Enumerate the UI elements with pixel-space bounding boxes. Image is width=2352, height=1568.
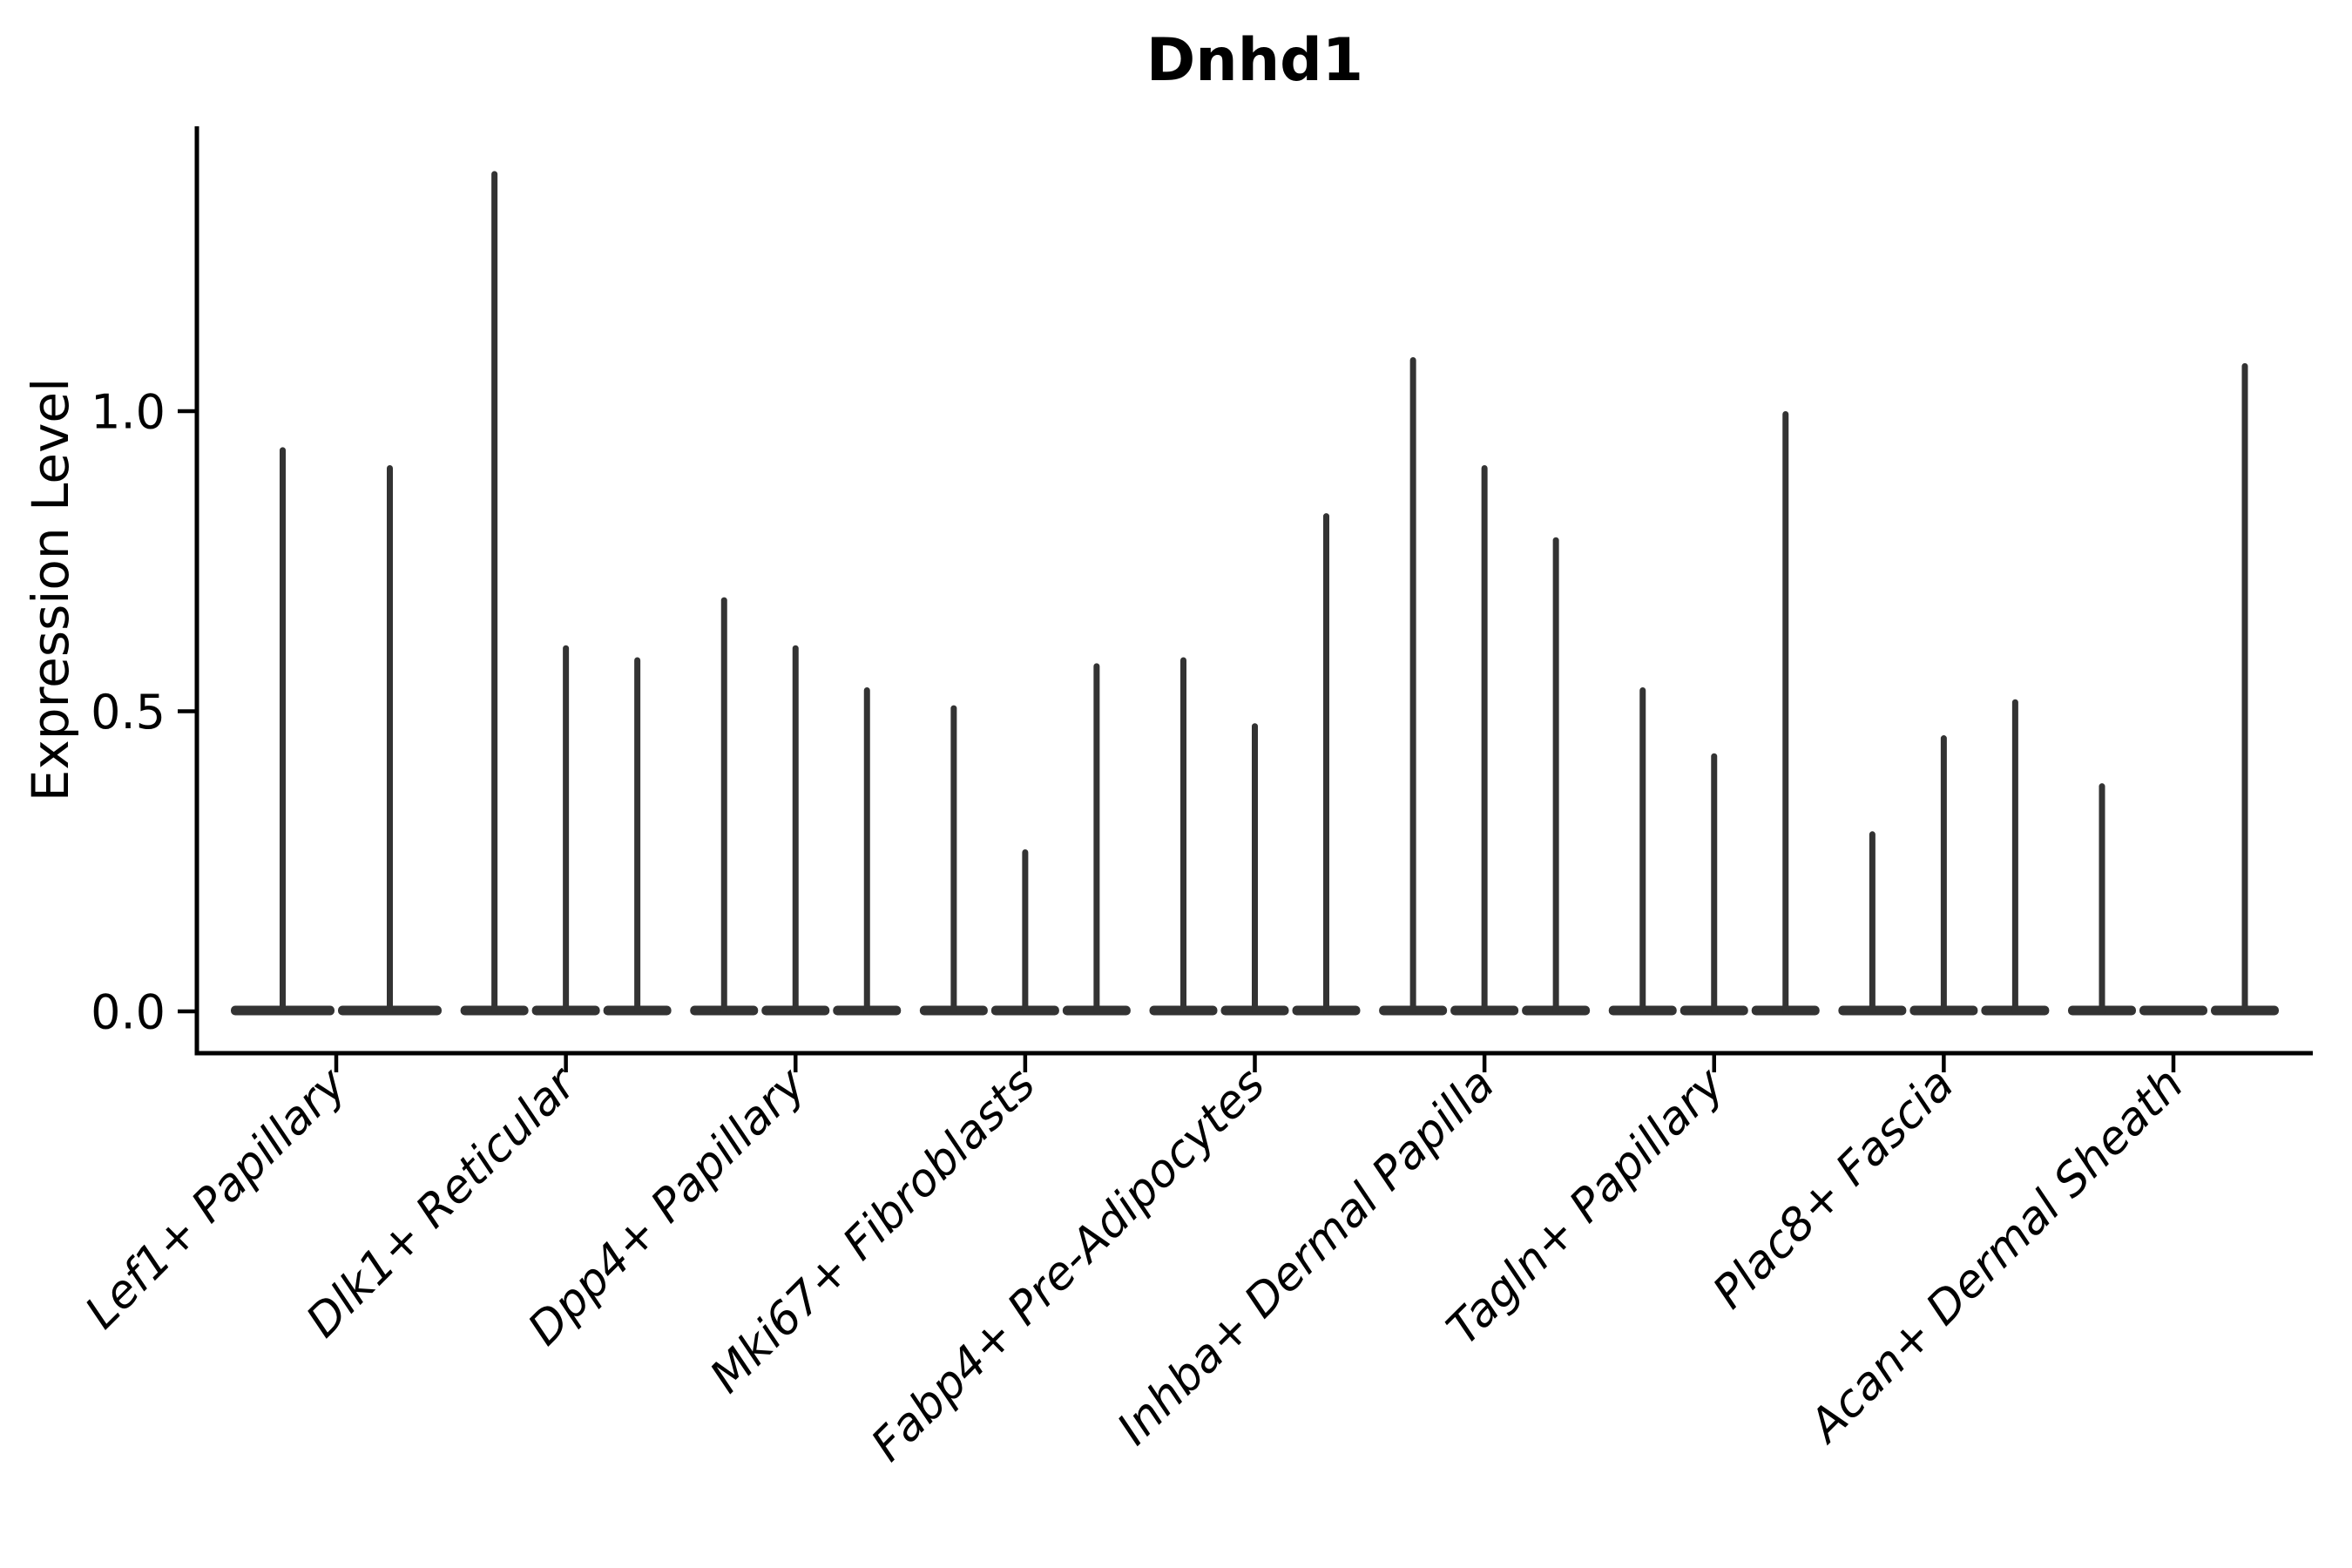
y-axis-title: Expression Level xyxy=(21,377,80,802)
x-tick-label: Fabp4+ Pre-Adipocytes xyxy=(862,1058,1275,1472)
chart-title: Dnhd1 xyxy=(1146,26,1364,95)
x-tick-label: Plac8+ Fascia xyxy=(1703,1058,1963,1319)
violin-base xyxy=(2139,1005,2207,1016)
x-tick-label: Inhba+ Dermal Papilla xyxy=(1108,1058,1505,1456)
y-tick-label: 0.0 xyxy=(91,984,166,1039)
y-tick-label: 0.5 xyxy=(91,685,166,740)
x-tick-label: Acan+ Dermal Sheath xyxy=(1798,1058,2193,1454)
y-tick-label: 1.0 xyxy=(91,384,166,439)
